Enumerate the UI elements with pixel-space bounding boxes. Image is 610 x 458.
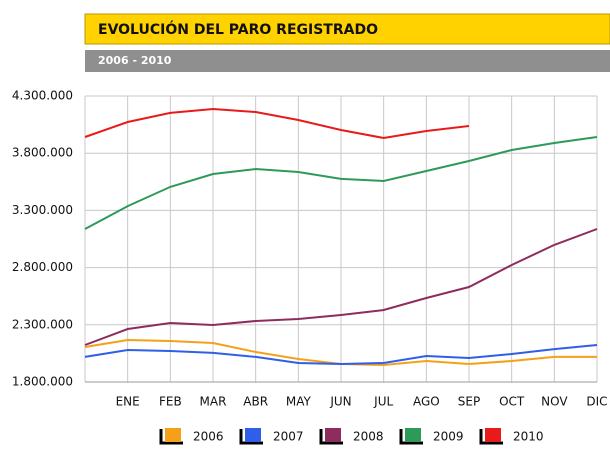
- y-tick-label: 2.800.000: [12, 260, 73, 274]
- y-tick-label: 3.300.000: [12, 203, 73, 217]
- x-tick-label: MAR: [200, 395, 227, 409]
- legend-swatch-shadow: [239, 429, 263, 445]
- legend-swatch-shadow: [159, 429, 183, 445]
- y-tick-label: 1.800.000: [12, 375, 73, 389]
- x-tick-label: JUL: [373, 395, 393, 409]
- x-tick-label: OCT: [499, 395, 525, 409]
- x-tick-label: MAY: [286, 395, 312, 409]
- legend-swatch: [405, 428, 421, 442]
- y-tick-label: 4.300.000: [12, 89, 73, 103]
- x-tick-label: DIC: [586, 395, 607, 409]
- chart-title: EVOLUCIÓN DEL PARO REGISTRADO: [98, 20, 378, 38]
- title-bar: [85, 14, 610, 44]
- legend-swatch: [245, 428, 261, 442]
- x-tick-label: AGO: [413, 395, 440, 409]
- series-line: [84, 344, 598, 366]
- title-bar-border: [84, 13, 610, 45]
- legend-label: 2010: [513, 430, 544, 444]
- x-tick-label: ABR: [243, 395, 268, 409]
- x-tick-label: SEP: [458, 395, 480, 409]
- y-tick-label: 2.300.000: [12, 317, 73, 331]
- y-tick-label: 3.800.000: [12, 146, 73, 160]
- legend-swatch-shadow: [399, 429, 423, 445]
- x-tick-label: ENE: [116, 395, 140, 409]
- legend-label: 2006: [193, 430, 224, 444]
- series-line: [84, 107, 470, 140]
- series-line: [84, 136, 598, 230]
- x-tick-label: JUN: [329, 395, 351, 409]
- legend-swatch: [485, 428, 501, 442]
- subtitle-bar: [85, 50, 610, 72]
- legend-swatch-shadow: [479, 429, 503, 445]
- legend-swatch: [165, 428, 181, 442]
- series-line: [84, 228, 598, 346]
- subtitle: 2006 - 2010: [98, 54, 172, 67]
- legend-swatch: [325, 428, 341, 442]
- legend-label: 2008: [353, 430, 384, 444]
- x-tick-label: NOV: [541, 395, 568, 409]
- legend-label: 2007: [273, 430, 304, 444]
- x-tick-label: FEB: [159, 395, 182, 409]
- legend-swatch-shadow: [319, 429, 343, 445]
- legend-label: 2009: [433, 430, 464, 444]
